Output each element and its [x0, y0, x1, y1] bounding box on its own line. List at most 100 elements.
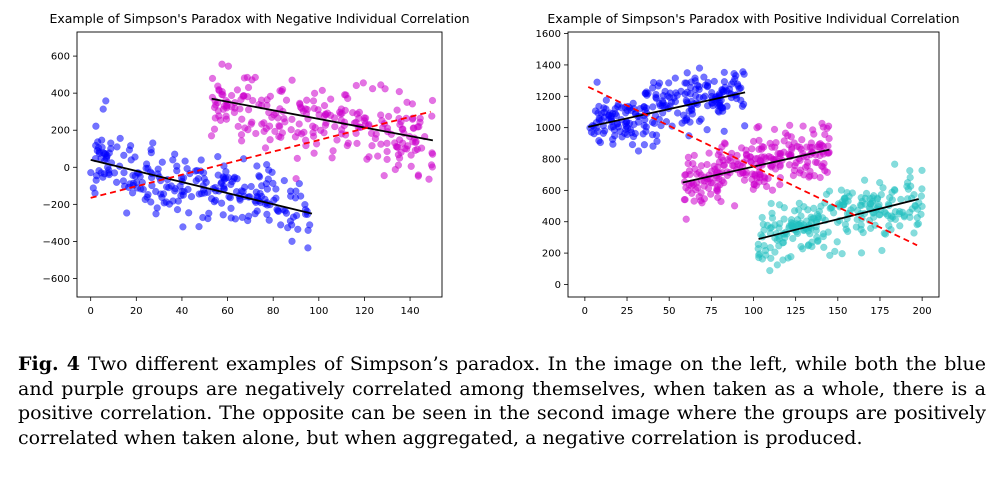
scatter-point — [200, 189, 209, 197]
scatter-point — [395, 87, 403, 96]
y-tick-label: 1000 — [536, 123, 561, 134]
scatter-point — [256, 189, 264, 198]
scatter-point — [717, 197, 725, 206]
scatter-point — [780, 137, 788, 145]
scatter-point — [600, 113, 608, 121]
scatter-point — [409, 138, 417, 146]
scatter-point — [652, 131, 661, 139]
scatter-point — [306, 221, 314, 229]
scatter-point — [886, 194, 894, 202]
scatter-point — [123, 209, 131, 217]
scatter-point — [210, 103, 219, 112]
scatter-point — [719, 161, 728, 169]
scatter-point — [755, 251, 763, 259]
scatter-point — [808, 242, 816, 251]
y-tick-label: −600 — [43, 274, 70, 285]
axes-frame — [76, 31, 443, 298]
scatter-point — [344, 94, 352, 103]
scatter-point — [876, 178, 884, 187]
scatter-point — [773, 261, 781, 269]
y-tick-label: 1400 — [536, 60, 561, 71]
scatter-point — [287, 126, 295, 134]
scatter-point — [275, 122, 283, 130]
scatter-point — [328, 154, 336, 162]
scatter-point — [231, 215, 240, 223]
scatter-point — [143, 193, 151, 201]
scatter-point — [187, 192, 196, 201]
scatter-point — [800, 203, 808, 211]
scatter-point — [92, 122, 100, 130]
scatter-point — [880, 229, 888, 237]
scatter-point — [102, 97, 110, 105]
scatter-point — [697, 189, 705, 197]
scatter-point — [801, 163, 810, 171]
scatter-point — [818, 119, 826, 128]
scatter-point — [681, 90, 689, 98]
scatter-point — [685, 107, 693, 115]
scatter-point — [184, 185, 192, 194]
scatter-point — [730, 162, 738, 170]
scatter-point — [703, 126, 711, 134]
scatter-point — [113, 143, 121, 151]
scatter-point — [833, 238, 841, 246]
scatter-point — [852, 223, 860, 231]
scatter-point — [428, 163, 437, 171]
scatter-point — [384, 112, 393, 121]
scatter-point — [219, 211, 227, 219]
scatter-point — [248, 118, 256, 126]
scatter-point — [903, 179, 912, 187]
scatter-point — [755, 122, 763, 131]
scatter-point — [654, 82, 662, 90]
scatter-point — [760, 178, 768, 186]
y-tick-label: 400 — [542, 217, 561, 228]
scatter-point — [303, 96, 311, 104]
scatter-point — [665, 79, 673, 87]
y-tick-label: 600 — [542, 186, 561, 197]
scatter-point — [720, 139, 729, 147]
scatter-point — [315, 111, 323, 119]
scatter-point — [720, 68, 728, 77]
scatter-point — [288, 76, 296, 84]
scatter-point — [913, 205, 922, 213]
scatter-point — [848, 189, 857, 197]
scatter-point — [217, 199, 226, 207]
scatter-point — [383, 155, 391, 164]
scatter-point — [913, 214, 921, 222]
scatter-point — [767, 199, 775, 208]
scatter-point — [913, 220, 921, 229]
scatter-point — [310, 89, 319, 97]
scatter-point — [280, 176, 288, 185]
scatter-point — [770, 125, 779, 134]
scatter-point — [602, 96, 610, 104]
scatter-point — [618, 133, 626, 141]
scatter-point — [653, 137, 661, 145]
aggregate-trend-line — [587, 86, 918, 247]
scatter-point — [877, 191, 885, 199]
scatter-point — [774, 149, 782, 158]
scatter-point — [260, 119, 268, 127]
scatter-point — [861, 200, 869, 208]
scatter-point — [906, 167, 914, 175]
scatter-point — [299, 107, 307, 115]
scatter-point — [691, 77, 699, 85]
scatter-point — [320, 101, 329, 110]
scatter-point — [689, 159, 697, 168]
x-tick-label: 40 — [176, 306, 189, 317]
scatter-point — [754, 240, 762, 248]
scatter-point — [89, 184, 97, 192]
scatter-point — [642, 127, 650, 136]
scatter-point — [395, 154, 404, 162]
scatter-point — [407, 162, 415, 170]
scatter-point — [768, 214, 777, 222]
scatter-point — [380, 171, 388, 180]
scatter-point — [428, 112, 436, 120]
scatter-point — [343, 141, 351, 150]
scatter-point — [296, 100, 304, 109]
scatter-point — [218, 60, 226, 68]
scatter-point — [416, 114, 424, 122]
scatter-point — [786, 121, 794, 129]
scatter-point — [383, 147, 391, 156]
scatter-point — [790, 139, 798, 147]
scatter-point — [120, 151, 128, 159]
scatter-point — [610, 126, 618, 134]
